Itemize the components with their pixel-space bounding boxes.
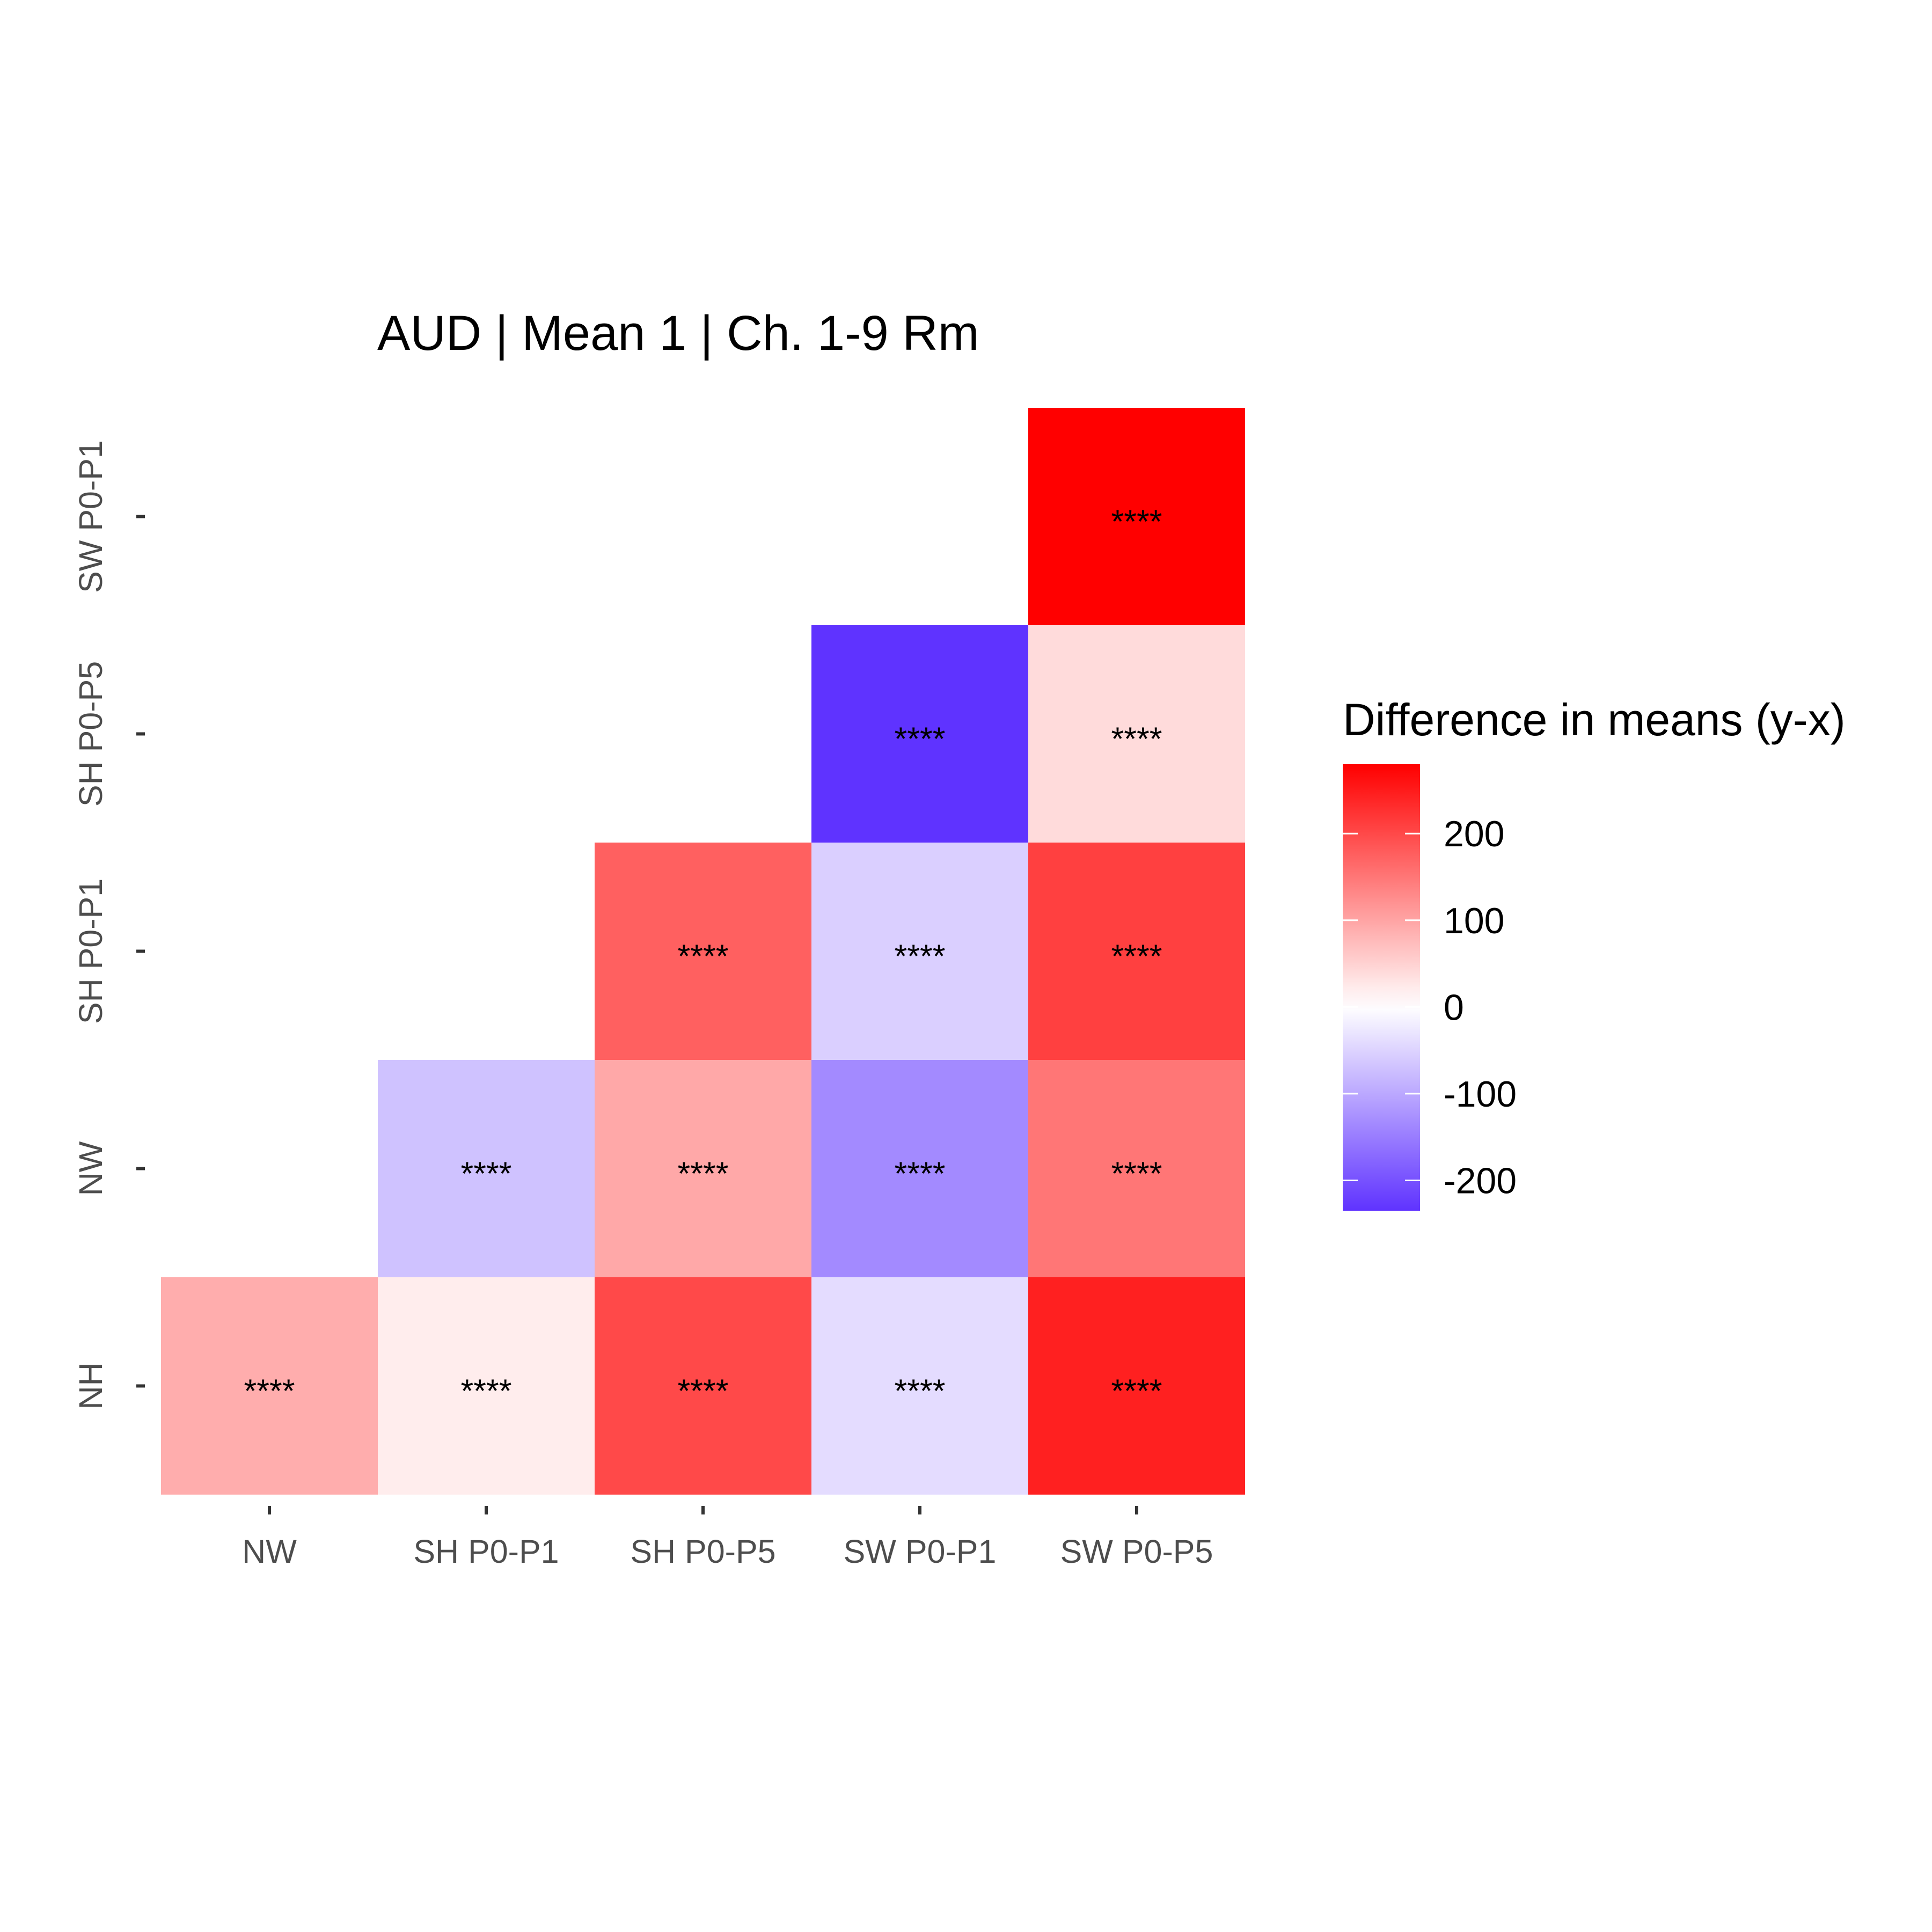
- legend-title: Difference in means (y-x): [1343, 694, 1846, 745]
- cell-label-6: ****: [678, 1155, 729, 1192]
- heatmap-cells: [161, 408, 1245, 1495]
- x-axis: NW SH P0-P1 SH P0-P5 SW P0-P1 SW P0-P5: [242, 1506, 1213, 1570]
- x-tick-label-2: SH P0-P5: [630, 1533, 775, 1570]
- cell-label-1: ****: [461, 1373, 512, 1409]
- legend-label-1: 100: [1444, 901, 1504, 941]
- y-tick-label-0: NH: [72, 1362, 109, 1409]
- x-tick-label-1: SH P0-P1: [413, 1533, 559, 1570]
- heatmap-cell-3: [811, 1277, 1028, 1495]
- legend-label-0: 200: [1444, 814, 1504, 854]
- legend-label-2: 0: [1444, 987, 1464, 1028]
- heatmap-cell-2: [595, 1277, 811, 1495]
- y-axis: NH NW SH P0-P1 SH P0-P5 SW P0-P1: [72, 440, 145, 1410]
- heatmap-cell-0: [161, 1277, 378, 1495]
- x-tick-label-3: SW P0-P1: [844, 1533, 997, 1570]
- y-tick-label-4: SW P0-P1: [72, 440, 109, 593]
- cell-label-5: ****: [461, 1155, 512, 1192]
- heatmap-cell-12: [811, 625, 1028, 843]
- y-tick-label-3: SH P0-P5: [72, 661, 109, 807]
- cell-label-14: ****: [1111, 503, 1162, 540]
- heatmap-cell-1: [378, 1277, 595, 1495]
- legend-ticks: 200 100 0 -100 -200: [1343, 814, 1517, 1201]
- legend-label-4: -200: [1444, 1160, 1517, 1201]
- legend: Difference in means (y-x) 200 100 0 -100 -20…: [1343, 694, 1846, 1211]
- x-tick-label-0: NW: [242, 1533, 297, 1570]
- heatmap-cell-11: [1028, 843, 1245, 1060]
- heatmap-cell-4: [1028, 1277, 1245, 1495]
- heatmap-cell-10: [811, 843, 1028, 1060]
- cell-label-0: ****: [244, 1373, 295, 1409]
- heatmap-cell-7: [811, 1060, 1028, 1277]
- cell-label-3: ****: [895, 1373, 946, 1409]
- heatmap-cell-8: [1028, 1060, 1245, 1277]
- legend-label-3: -100: [1444, 1074, 1517, 1115]
- cell-label-9: ****: [678, 938, 729, 975]
- cell-labels: **** **** **** **** **** **** **** **** **** ****…: [244, 503, 1162, 1409]
- cell-label-2: ****: [678, 1373, 729, 1409]
- cell-label-12: ****: [895, 721, 946, 757]
- cell-label-10: ****: [895, 938, 946, 975]
- heatmap-cell-5: [378, 1060, 595, 1277]
- cell-label-4: ****: [1111, 1373, 1162, 1409]
- y-tick-label-1: NW: [72, 1141, 109, 1196]
- heatmap-cell-13: [1028, 625, 1245, 843]
- cell-label-7: ****: [895, 1155, 946, 1192]
- heatmap-cell-6: [595, 1060, 811, 1277]
- chart-title: AUD | Mean 1 | Ch. 1-9 Rm: [377, 306, 979, 361]
- heatmap-cell-14: [1028, 408, 1245, 625]
- cell-label-13: ****: [1111, 721, 1162, 757]
- cell-label-8: ****: [1111, 1155, 1162, 1192]
- y-tick-label-2: SH P0-P1: [72, 879, 109, 1024]
- cell-label-11: ****: [1111, 938, 1162, 975]
- legend-colorbar: [1343, 764, 1420, 1211]
- heatmap-cell-9: [595, 843, 811, 1060]
- x-tick-label-4: SW P0-P5: [1060, 1533, 1213, 1570]
